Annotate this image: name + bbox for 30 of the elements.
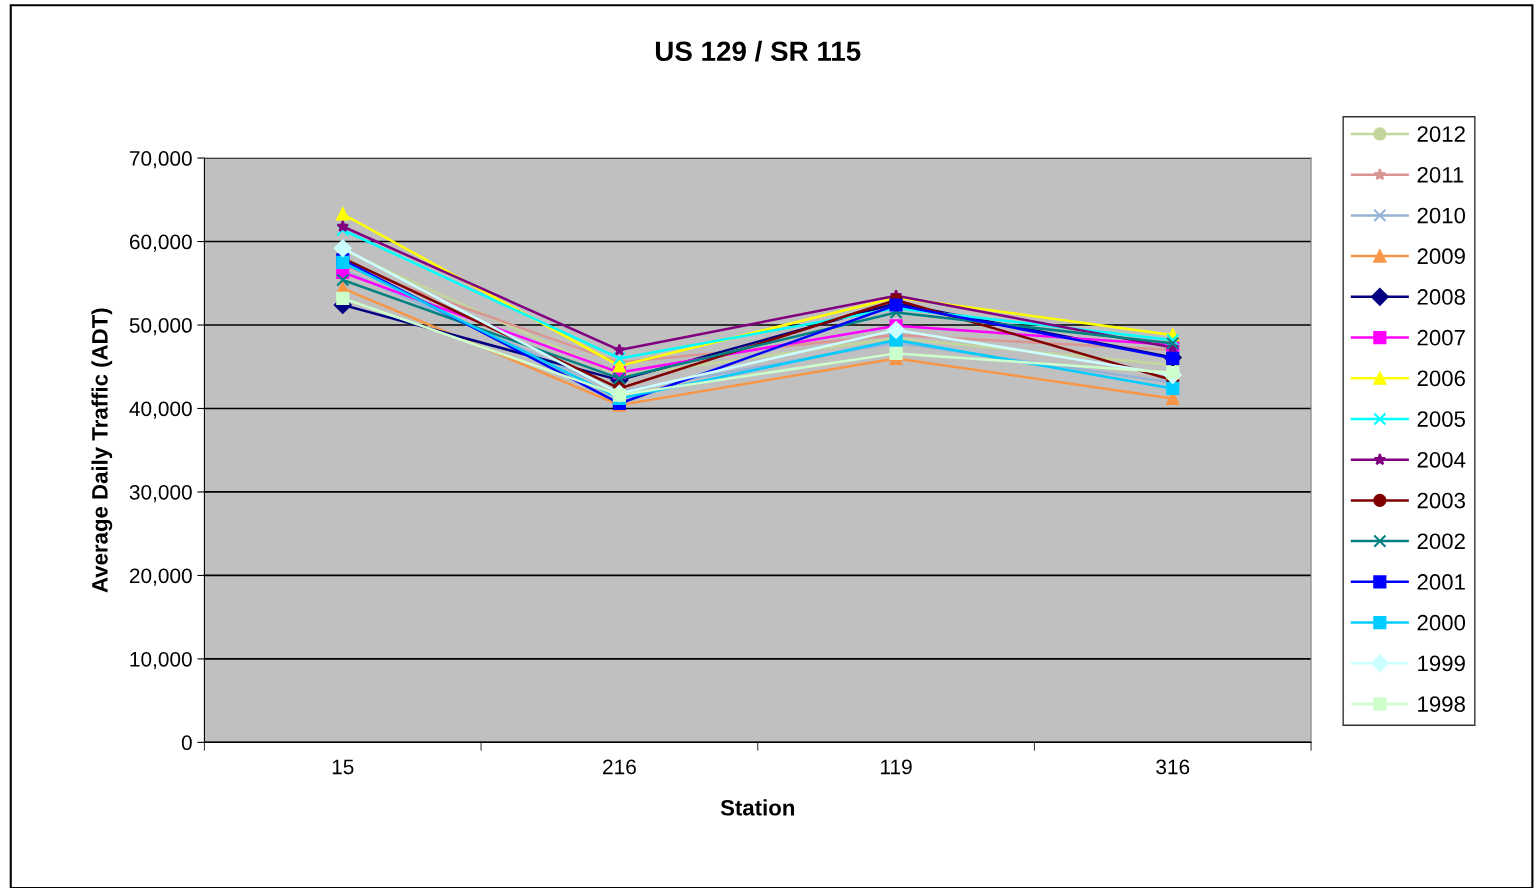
legend-label: 2009 xyxy=(1417,248,1465,265)
legend-label: 2004 xyxy=(1417,451,1466,468)
y-tick-label: 40,000 xyxy=(129,401,192,419)
legend-label: 2000 xyxy=(1417,614,1466,631)
x-axis-title: Station xyxy=(720,799,795,816)
legend-label: 2003 xyxy=(1417,492,1465,509)
y-tick-label: 70,000 xyxy=(129,151,192,169)
y-tick-label: 20,000 xyxy=(129,568,192,586)
legend-label: 2006 xyxy=(1417,370,1465,387)
legend-label: 2007 xyxy=(1417,329,1465,346)
chart-title: US 129 / SR 115 xyxy=(655,40,861,62)
x-tick-label: 15 xyxy=(332,759,354,775)
y-axis-title: Average Daily Traffic (ADT) xyxy=(91,308,113,593)
legend-label: 2008 xyxy=(1417,289,1465,305)
x-tick-label: 119 xyxy=(881,759,912,775)
legend-label: 1998 xyxy=(1418,696,1465,712)
legend-label: 2011 xyxy=(1417,166,1464,183)
legend-label: 2010 xyxy=(1417,207,1466,224)
x-tick-label: 316 xyxy=(1156,759,1190,775)
y-tick-label: 30,000 xyxy=(129,484,192,503)
legend-label: 2012 xyxy=(1417,126,1465,142)
y-tick-label: 10,000 xyxy=(130,651,192,670)
legend-label: 2001 xyxy=(1417,574,1465,590)
x-tick-label: 216 xyxy=(603,759,636,775)
legend-label: 2005 xyxy=(1417,411,1466,427)
y-tick-label: 50,000 xyxy=(129,318,192,336)
legend-label: 1999 xyxy=(1418,655,1465,672)
legend-label: 2002 xyxy=(1417,533,1465,550)
y-tick-label: 0 xyxy=(181,735,192,751)
y-tick-label: 60,000 xyxy=(129,234,192,252)
